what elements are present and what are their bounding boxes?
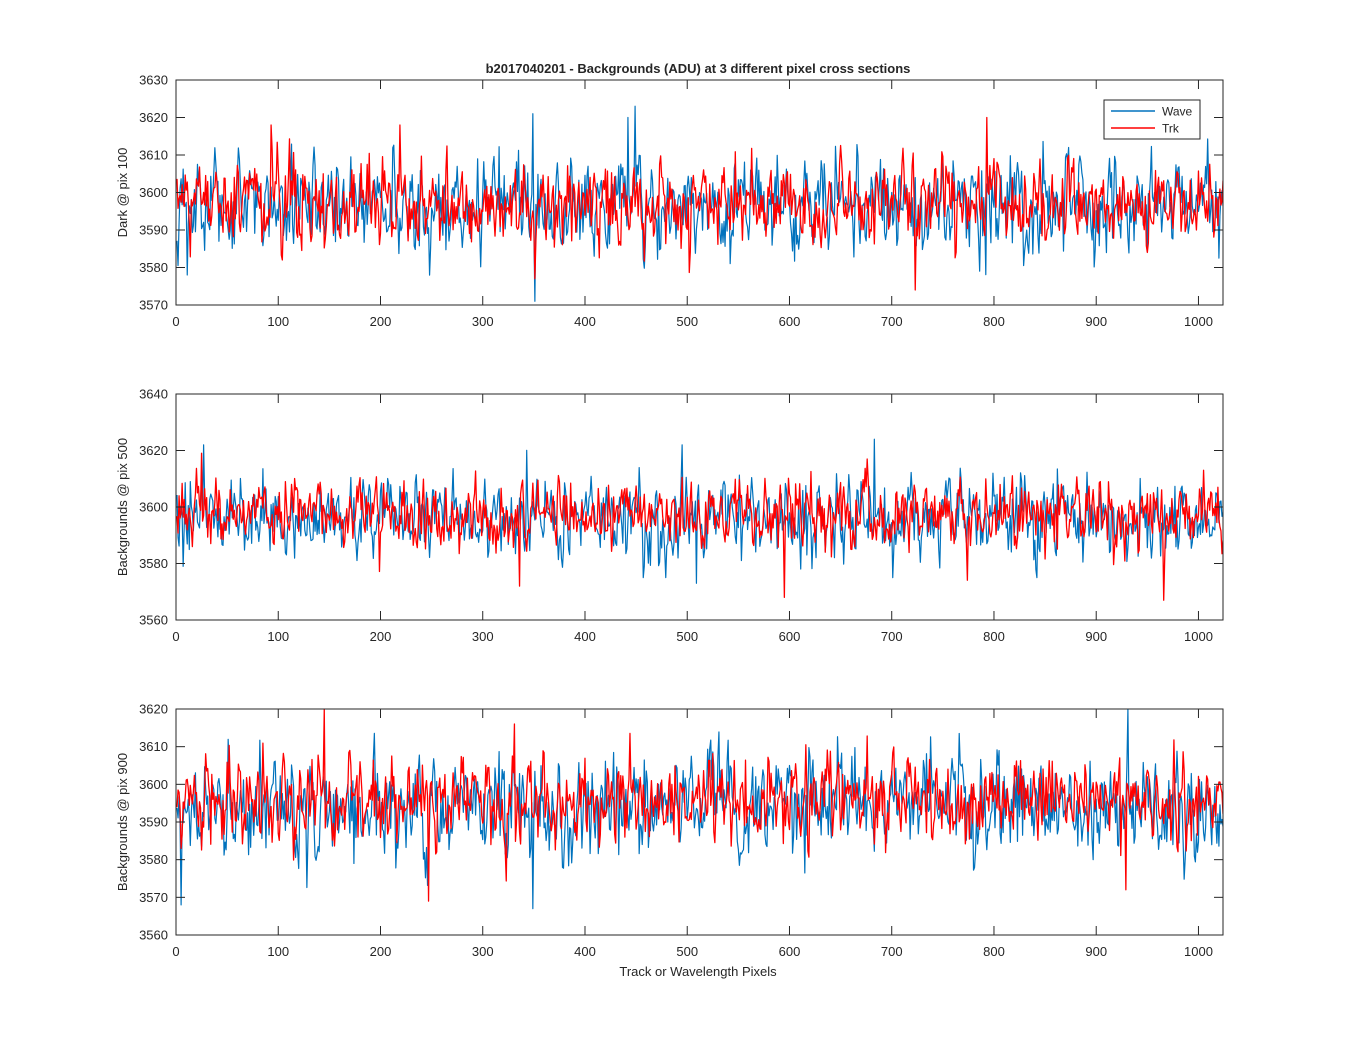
series-group [176,438,1223,601]
y-tick-label: 3600 [139,185,168,200]
x-tick-label: 0 [172,314,179,329]
x-tick-label: 700 [881,629,903,644]
x-tick-label: 900 [1085,629,1107,644]
x-tick-label: 200 [370,314,392,329]
x-tick-label: 200 [370,944,392,959]
axes-panel-2: 0 100 200 300 400 500 600 700 800 900 1000 3560 3580… [115,387,1224,644]
y-tick-label: 3640 [139,387,168,402]
axes-panel-3: 0 100 200 300 400 500 600 700 800 900 1000 3560 3570… [115,702,1224,959]
x-tick-label: 500 [676,629,698,644]
x-tick-label: 100 [267,944,289,959]
y-tick-label: 3590 [139,815,168,830]
y-tick-label: 3590 [139,223,168,238]
y-tick-label: 3580 [139,556,168,571]
x-tick-label: 1000 [1184,314,1213,329]
x-tick-label: 300 [472,944,494,959]
x-tick-label: 900 [1085,944,1107,959]
legend: Wave Trk [1103,99,1201,140]
x-tick-label: 600 [779,314,801,329]
x-tick-label: 300 [472,314,494,329]
axes-root: 0 100 200 300 400 500 600 700 800 900 100035703580… [115,73,1224,959]
x-tick-label: 800 [983,314,1005,329]
y-tick-label: 3580 [139,260,168,275]
legend-label-trk: Trk [1162,122,1180,136]
legend-label-wave: Wave [1162,105,1193,119]
x-tick-label: 900 [1085,314,1107,329]
x-tick-label: 0 [172,629,179,644]
y-tick-label: 3560 [139,613,168,628]
y-tick-label: 3600 [139,777,168,792]
series-line-trk [176,709,1223,902]
x-tick-label: 800 [983,944,1005,959]
x-tick-label: 400 [574,314,596,329]
series-line-trk [176,116,1223,291]
y-axis-label: Backgrounds @ pix 500 [115,438,130,576]
x-tick-label: 500 [676,314,698,329]
y-tick-label: 3610 [139,148,168,163]
figure-title: b2017040201 - Backgrounds (ADU) at 3 dif… [486,61,911,76]
x-tick-label: 100 [267,629,289,644]
y-tick-label: 3630 [139,73,168,88]
x-tick-label: 1000 [1184,629,1213,644]
x-tick-label: 400 [574,629,596,644]
x-axis-label: Track or Wavelength Pixels [619,964,777,979]
x-tick-label: 400 [574,944,596,959]
x-tick-label: 0 [172,944,179,959]
y-tick-label: 3620 [139,702,168,717]
y-axis-label: Backgrounds @ pix 900 [115,753,130,891]
x-tick-label: 600 [779,944,801,959]
y-axis-label: Dark @ pix 100 [115,148,130,238]
x-tick-label: 200 [370,629,392,644]
y-tick-label: 3560 [139,928,168,943]
y-tick-label: 3620 [139,110,168,125]
y-tick-label: 3570 [139,890,168,905]
x-tick-label: 300 [472,629,494,644]
x-tick-label: 700 [881,944,903,959]
y-tick-label: 3620 [139,443,168,458]
x-tick-label: 500 [676,944,698,959]
legend-box [1103,99,1201,140]
x-tick-label: 600 [779,629,801,644]
x-tick-label: 1000 [1184,944,1213,959]
x-tick-label: 100 [267,314,289,329]
series-group [176,709,1223,910]
series-group [176,105,1223,302]
series-line-trk [176,452,1223,601]
x-tick-label: 800 [983,629,1005,644]
y-tick-label: 3570 [139,298,168,313]
y-tick-label: 3610 [139,739,168,754]
y-tick-label: 3580 [139,852,168,867]
x-tick-label: 700 [881,314,903,329]
y-tick-label: 3600 [139,500,168,515]
axes-panel-1: 0 100 200 300 400 500 600 700 800 900 1000 3570 3580… [115,73,1224,329]
